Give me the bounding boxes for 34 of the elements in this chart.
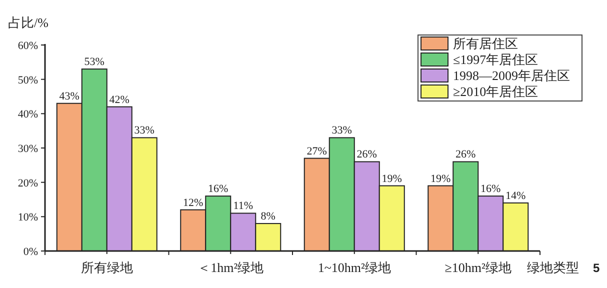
x-tick-label: 所有绿地 (80, 260, 133, 275)
data-label: 14% (506, 190, 526, 202)
y-axis-title: 占比/% (8, 15, 49, 30)
data-label: 42% (109, 94, 130, 106)
legend-label: 所有居住区 (453, 36, 518, 51)
x-tick-label: ≥10hm²绿地 (444, 260, 512, 275)
data-label: 33% (332, 124, 352, 137)
text: 5 (593, 261, 600, 275)
data-label: 16% (480, 183, 501, 196)
data-label: 12% (183, 196, 204, 209)
legend-label: ≤1997年居住区 (453, 52, 538, 67)
data-label: 27% (306, 145, 327, 158)
data-label: 19% (382, 172, 402, 185)
data-label: 11% (233, 200, 254, 212)
data-label: 26% (356, 148, 377, 161)
data-label: 33% (134, 124, 154, 137)
data-label: 19% (430, 172, 451, 185)
legend-label: 1998—2009年居住区 (453, 68, 570, 83)
y-tick-label: 40% (18, 108, 38, 121)
y-tick-label: 10% (18, 212, 38, 224)
data-label: 43% (59, 90, 80, 102)
y-tick-label: 20% (18, 177, 38, 190)
x-tick-label: 1~10hm²绿地 (318, 260, 391, 275)
data-label: 16% (208, 183, 228, 196)
data-label: 26% (456, 148, 476, 161)
x-axis-title: 绿地类型 (527, 260, 579, 275)
y-tick-label: 50% (18, 74, 38, 86)
data-label: 53% (84, 56, 104, 68)
y-tick-label: 60% (18, 40, 38, 52)
data-label: 8% (260, 210, 276, 223)
y-tick-label: 0% (23, 246, 38, 258)
x-tick-label: ＜1hm²绿地 (198, 260, 264, 275)
legend-label: ≥2010年居住区 (453, 84, 538, 99)
y-tick-label: 30% (18, 143, 38, 155)
